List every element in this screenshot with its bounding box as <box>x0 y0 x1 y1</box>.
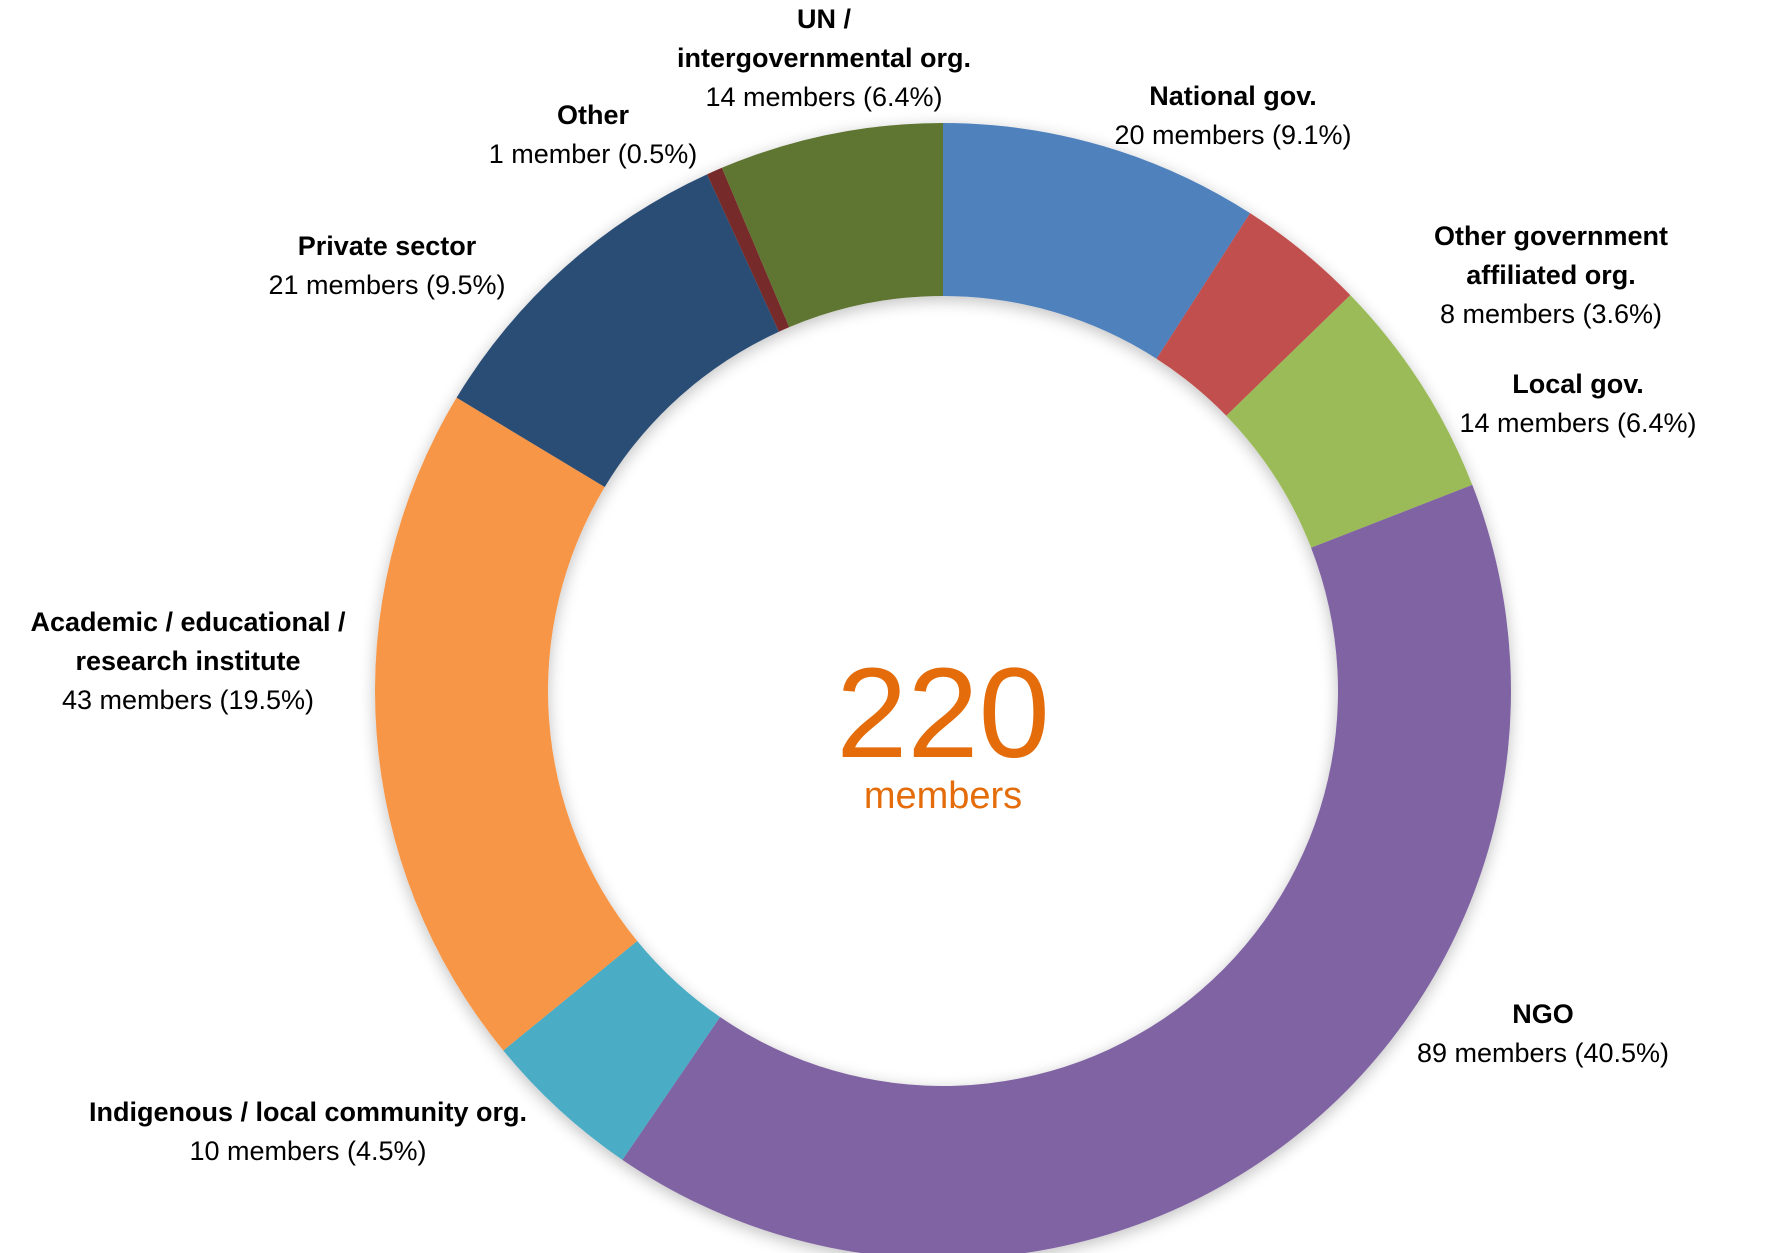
category-label: UN / intergovernmental org. <box>676 4 972 73</box>
value-label: 20 members (9.1%) <box>1114 120 1352 150</box>
donut-segment <box>503 941 721 1160</box>
data-label: Other 1 member (0.5%) <box>489 96 698 174</box>
category-label: Academic / educational / research instit… <box>30 607 346 676</box>
value-label: 14 members (6.4%) <box>1459 408 1697 438</box>
donut <box>375 123 1511 1253</box>
value-label: 21 members (9.5%) <box>268 270 506 300</box>
data-label: Other government affiliated org. 8 member… <box>1433 217 1669 334</box>
donut-segment <box>721 123 943 328</box>
value-label: 89 members (40.5%) <box>1416 1038 1670 1068</box>
center-value: 220 <box>836 642 1050 785</box>
data-label: Private sector 21 members (9.5%) <box>268 227 505 305</box>
donut-segment <box>622 484 1511 1253</box>
data-label: Local gov. 14 members (6.4%) <box>1459 365 1696 443</box>
data-label: Indigenous / local community org. 10 memb… <box>89 1093 527 1171</box>
donut-segment <box>707 167 790 332</box>
data-label: NGO 89 members (40.5%) <box>1417 995 1669 1073</box>
donut-segment <box>943 123 1251 359</box>
donut-segment <box>375 397 638 1051</box>
category-label: National gov. <box>1149 81 1317 111</box>
donut-segment <box>1156 213 1351 416</box>
donut-segment <box>1226 295 1473 548</box>
category-label: Indigenous / local community org. <box>88 1097 528 1127</box>
data-label: Academic / educational / research instit… <box>30 603 345 720</box>
data-label: National gov. 20 members (9.1%) <box>1114 77 1351 155</box>
donut-segment <box>456 174 779 488</box>
value-label: 43 members (19.5%) <box>61 685 315 715</box>
value-label: 1 member (0.5%) <box>488 139 698 169</box>
value-label: 14 members (6.4%) <box>705 82 943 112</box>
category-label: Private sector <box>297 231 477 261</box>
data-label: UN / intergovernmental org. 14 members (6… <box>677 0 971 117</box>
category-label: Local gov. <box>1512 369 1644 399</box>
center-label: members <box>863 775 1023 817</box>
value-label: 8 members (3.6%) <box>1439 299 1663 329</box>
category-label: Other government affiliated org. <box>1433 221 1669 290</box>
category-label: NGO <box>1512 999 1574 1029</box>
value-label: 10 members (4.5%) <box>189 1136 427 1166</box>
category-label: Other <box>556 100 630 130</box>
